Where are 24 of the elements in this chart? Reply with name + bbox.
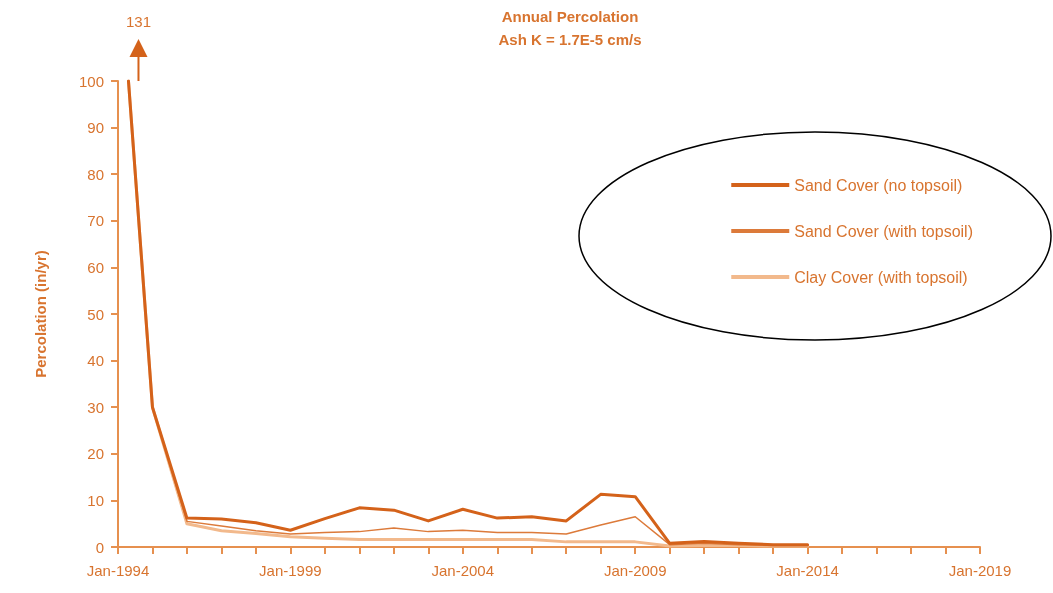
y-tick-label: 60 <box>87 258 104 276</box>
chart-title: Annual Percolation <box>501 8 639 25</box>
y-tick-label: 80 <box>87 165 104 183</box>
y-tick-label: 30 <box>87 398 104 416</box>
x-tick-label: Jan-1994 <box>86 562 150 579</box>
y-tick-label: 0 <box>95 538 104 556</box>
y-tick-label: 20 <box>87 445 104 463</box>
y-tick-label: 90 <box>87 119 104 137</box>
y-tick-label: 10 <box>87 491 104 509</box>
x-tick-label: Jan-2004 <box>431 562 495 579</box>
x-tick-label: Jan-2009 <box>603 562 667 579</box>
y-tick-label: 100 <box>78 72 104 90</box>
legend-label: Sand Cover (with topsoil) <box>794 222 974 240</box>
x-tick-label: Jan-2014 <box>776 562 839 579</box>
legend-label: Sand Cover (no topsoil) <box>794 176 963 194</box>
y-tick-label: 40 <box>87 352 104 370</box>
y-tick-label: 70 <box>87 212 104 230</box>
chart-subtitle: Ash K = 1.7E-5 cm/s <box>498 31 642 48</box>
text: 131 <box>125 13 151 30</box>
y-axis-title: Percolation (in/yr) <box>32 250 49 378</box>
x-tick-label: Jan-2019 <box>948 562 1012 579</box>
x-tick-label: Jan-1999 <box>259 562 322 579</box>
legend-label: Clay Cover (with topsoil) <box>794 268 968 286</box>
y-tick-label: 50 <box>87 305 104 323</box>
